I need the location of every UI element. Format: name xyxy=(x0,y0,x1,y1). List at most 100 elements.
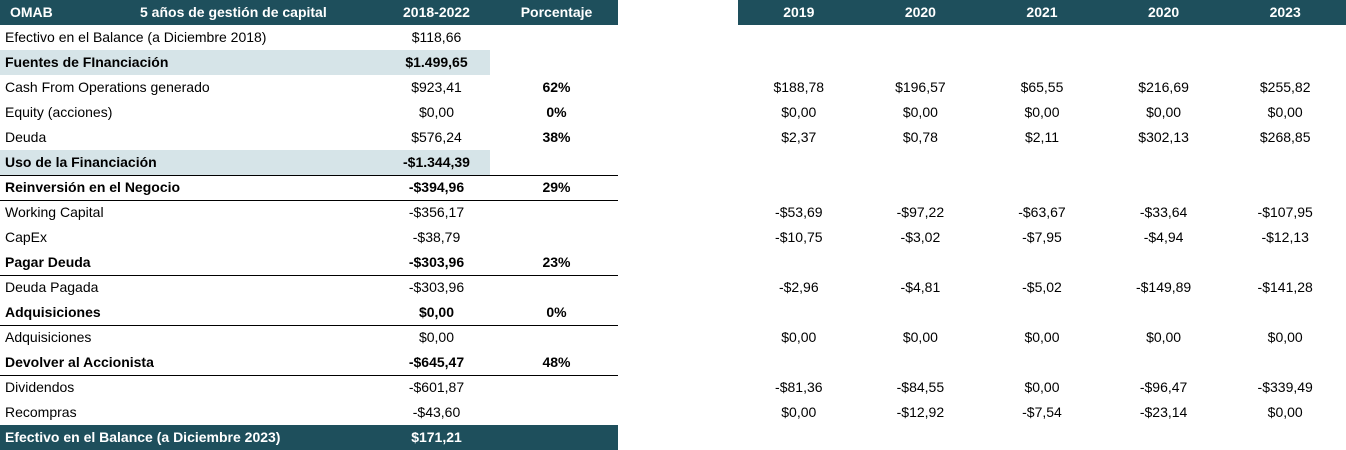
year-value: $0,00 xyxy=(1267,404,1303,420)
year-value: -$5,02 xyxy=(1022,279,1062,295)
year-value: $0,00 xyxy=(902,329,938,345)
row-total: -$394,96 xyxy=(408,179,465,195)
year-value: $0,00 xyxy=(781,104,817,120)
year-value: $0,00 xyxy=(1024,329,1060,345)
title: 5 años de gestión de capital xyxy=(140,4,327,20)
year-value: -$7,54 xyxy=(1022,404,1062,420)
year-value: $255,82 xyxy=(1259,79,1311,95)
year-header: 2020 xyxy=(904,4,936,20)
year-value: -$12,13 xyxy=(1261,229,1309,245)
year-value: -$53,69 xyxy=(775,204,823,220)
row-total: -$601,87 xyxy=(408,379,465,395)
year-value: -$33,64 xyxy=(1139,204,1188,220)
row-total: -$43,60 xyxy=(412,404,461,420)
year-value: $2,37 xyxy=(781,129,817,145)
year-value: -$3,02 xyxy=(900,229,941,245)
year-value: $0,00 xyxy=(781,329,817,345)
row-total: -$303,96 xyxy=(408,279,465,295)
row-total: $118,66 xyxy=(411,29,462,45)
period-header: 2018-2022 xyxy=(403,4,470,20)
year-value: $0,00 xyxy=(1267,329,1303,345)
row-label: Devolver al Accionista xyxy=(5,354,154,370)
year-header: 2019 xyxy=(783,4,815,20)
row-rule xyxy=(0,325,618,326)
row-percent: 29% xyxy=(542,179,571,195)
row-label: Adquisiciones xyxy=(5,304,101,320)
year-value: -$10,75 xyxy=(775,229,823,245)
year-value: $216,69 xyxy=(1138,79,1189,95)
row-total: -$303,96 xyxy=(408,254,465,270)
year-header: 2021 xyxy=(1026,4,1058,20)
year-value: $196,57 xyxy=(895,79,946,95)
row-label: Efectivo en el Balance (a Diciembre 2023… xyxy=(5,429,281,445)
year-value: $2,11 xyxy=(1024,129,1059,145)
year-value: -$12,92 xyxy=(896,404,945,420)
row-total: $171,21 xyxy=(411,429,462,445)
row-label: Cash From Operations generado xyxy=(5,79,210,95)
row-label: Adquisiciones xyxy=(5,329,92,345)
row-total: -$1.344,39 xyxy=(403,154,470,170)
year-value: -$149,89 xyxy=(1135,279,1192,295)
row-highlight xyxy=(0,150,490,175)
row-percent: 48% xyxy=(542,354,571,370)
year-value: $0,00 xyxy=(781,404,817,420)
row-label: Pagar Deuda xyxy=(5,254,91,270)
year-value: $0,00 xyxy=(1024,104,1060,120)
year-value: $0,00 xyxy=(1024,379,1060,395)
year-value: -$4,81 xyxy=(900,279,941,295)
row-label: Fuentes de FInanciación xyxy=(5,54,169,70)
year-value: -$339,49 xyxy=(1257,379,1313,395)
row-label: Equity (acciones) xyxy=(5,104,113,120)
row-label: Recompras xyxy=(5,404,77,420)
year-value: $188,78 xyxy=(773,79,825,95)
header-band xyxy=(0,0,618,25)
row-percent: 62% xyxy=(542,79,571,95)
row-highlight xyxy=(0,425,618,450)
year-value: $0,00 xyxy=(1146,104,1182,120)
row-label: Uso de la Financiación xyxy=(5,154,157,170)
year-value: $65,55 xyxy=(1020,79,1064,95)
row-label: Working Capital xyxy=(5,204,104,220)
row-percent: 23% xyxy=(542,254,571,270)
year-value: $0,00 xyxy=(902,104,938,120)
row-rule xyxy=(0,200,618,201)
year-value: -$97,22 xyxy=(896,204,945,220)
row-label: Deuda Pagada xyxy=(5,279,99,295)
year-value: $268,85 xyxy=(1259,129,1311,145)
year-value: $0,00 xyxy=(1146,329,1182,345)
percent-header: Porcentaje xyxy=(520,4,593,20)
row-total: $923,41 xyxy=(411,79,462,95)
year-value: -$107,95 xyxy=(1257,204,1313,220)
year-value: -$23,14 xyxy=(1139,404,1188,420)
year-value: -$7,95 xyxy=(1022,229,1062,245)
ticker: OMAB xyxy=(10,4,53,20)
row-total: -$356,17 xyxy=(408,204,465,220)
row-label: CapEx xyxy=(5,229,48,245)
row-rule xyxy=(0,375,618,376)
year-value: $0,78 xyxy=(902,129,938,145)
row-percent: 0% xyxy=(546,304,567,320)
year-value: $302,13 xyxy=(1138,129,1189,145)
row-label: Efectivo en el Balance (a Diciembre 2018… xyxy=(5,29,267,45)
row-rule xyxy=(0,275,618,276)
year-value: $0,00 xyxy=(1267,104,1303,120)
row-total: $0,00 xyxy=(418,104,455,120)
row-total: $1.499,65 xyxy=(405,54,468,70)
year-value: -$84,55 xyxy=(896,379,945,395)
row-percent: 0% xyxy=(546,104,567,120)
year-value: -$96,47 xyxy=(1139,379,1188,395)
year-value: -$81,36 xyxy=(775,379,823,395)
row-percent: 38% xyxy=(542,129,571,145)
row-total: -$38,79 xyxy=(412,229,461,245)
row-label: Deuda xyxy=(5,129,47,145)
header-band xyxy=(738,0,1346,25)
row-total: $0,00 xyxy=(418,329,455,345)
year-header: 2023 xyxy=(1269,4,1301,20)
row-highlight xyxy=(0,50,490,75)
year-header: 2020 xyxy=(1148,4,1180,20)
row-label: Dividendos xyxy=(5,379,75,395)
row-total: $576,24 xyxy=(411,129,462,145)
row-total: -$645,47 xyxy=(408,354,465,370)
year-value: -$63,67 xyxy=(1018,204,1066,220)
